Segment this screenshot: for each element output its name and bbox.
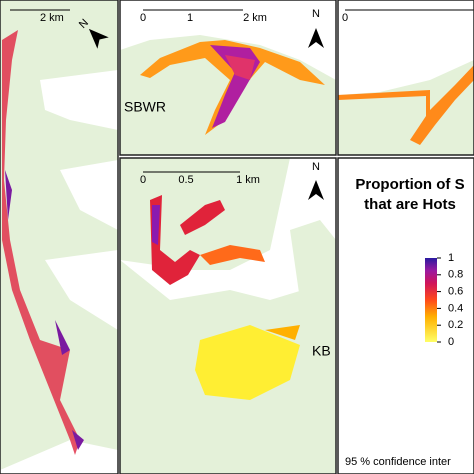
- legend-title: Proportion of S: [355, 176, 464, 193]
- top-middle-map: 0 1 2 km N SBWR: [120, 0, 336, 155]
- panel-frame: [337, 157, 474, 474]
- colorbar-tick-label: 0: [448, 336, 454, 348]
- colorbar-tick-label: 0.4: [448, 302, 463, 314]
- scale-label: 0: [140, 12, 146, 24]
- scale-label: 1 km: [236, 174, 260, 186]
- site-label: SBWR: [124, 99, 166, 115]
- panel-frame: [119, 157, 337, 474]
- panel-frame: [119, 0, 337, 156]
- legend-footer: 95 % confidence inter: [345, 456, 451, 468]
- scale-label: 2 km: [40, 12, 64, 24]
- legend-title: that are Hots: [364, 196, 456, 213]
- north-label: N: [312, 161, 320, 173]
- colorbar-tick-label: 0.8: [448, 269, 463, 281]
- north-arrow: [308, 180, 324, 200]
- panel-frame: [0, 0, 119, 474]
- north-arrow: [308, 28, 324, 48]
- scale-label: 0.5: [178, 174, 193, 186]
- colorbar-tick-label: 0.6: [448, 286, 463, 298]
- left-map: 2 km N: [0, 0, 118, 474]
- panel-frame: [337, 0, 474, 156]
- top-right-map: 0: [338, 0, 474, 155]
- colorbar-tick-label: 0.2: [448, 319, 463, 331]
- colorbar: [425, 258, 437, 342]
- scale-label: 2 km: [243, 12, 267, 24]
- bottom-middle-map: 0 0.5 1 km N KB: [120, 158, 336, 474]
- scale-label: 0: [342, 12, 348, 24]
- site-label: KB: [312, 343, 331, 359]
- legend: Proportion of S that are Hots 95 % confi…: [345, 176, 465, 468]
- colorbar-tick-label: 1: [448, 252, 454, 264]
- scale-label: 1: [187, 12, 193, 24]
- north-label: N: [312, 8, 320, 20]
- scale-label: 0: [140, 174, 146, 186]
